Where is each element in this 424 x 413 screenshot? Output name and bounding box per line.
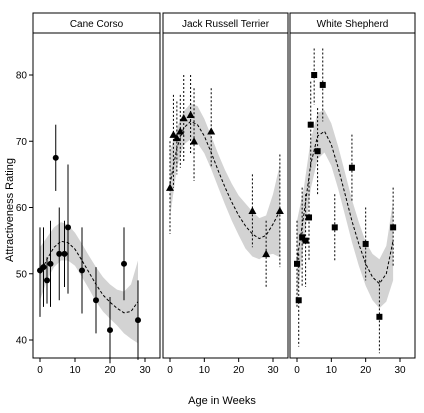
x-tick-label: 0 (37, 365, 43, 376)
x-tick-label: 30 (267, 365, 279, 376)
data-point (299, 234, 306, 241)
data-point (93, 297, 99, 304)
y-tick-label: 70 (16, 137, 28, 148)
data-point (319, 81, 326, 88)
x-tick-label: 20 (360, 365, 372, 376)
data-point (40, 264, 47, 271)
x-tick-label: 10 (69, 365, 81, 376)
y-axis-label: Attractiveness Rating (4, 158, 16, 262)
data-point (348, 164, 355, 171)
data-point (61, 250, 68, 257)
data-point (166, 183, 174, 191)
fit-curve (296, 130, 394, 285)
y-tick-label: 80 (16, 71, 28, 82)
data-point (376, 313, 383, 320)
data-point (44, 277, 50, 284)
data-point (190, 137, 199, 145)
facet-title: Cane Corso (70, 19, 124, 30)
data-point (107, 327, 113, 334)
facet-title: Jack Russell Terrier (182, 19, 270, 30)
x-tick-label: 0 (294, 365, 300, 376)
x-tick-label: 30 (394, 365, 406, 376)
data-point (176, 127, 185, 135)
data-point (186, 110, 195, 118)
data-point (314, 148, 321, 155)
y-tick-label: 40 (16, 336, 28, 347)
data-point (47, 260, 54, 267)
confidence-band (297, 110, 394, 309)
x-tick-label: 10 (326, 365, 338, 376)
data-point (306, 214, 313, 221)
x-tick-label: 30 (139, 365, 151, 376)
data-point (295, 297, 302, 304)
y-tick-label: 60 (16, 203, 28, 214)
data-point (307, 121, 314, 128)
facet-panel: Jack Russell Terrier 0 10 20 30 (162, 12, 289, 376)
data-point (262, 249, 271, 258)
data-point (207, 127, 216, 135)
data-point (121, 260, 127, 267)
data-point (362, 240, 369, 247)
data-point (248, 206, 257, 215)
facet-panel: White Shepherd 0 10 20 30 (289, 12, 416, 376)
data-point (172, 133, 181, 142)
data-point (331, 224, 338, 231)
data-point (390, 224, 397, 231)
x-tick-label: 10 (199, 365, 211, 376)
x-tick-label: 20 (104, 365, 116, 376)
x-tick-label: 0 (167, 365, 173, 376)
data-point (275, 206, 284, 215)
facet-panel: Cane Corso 0 10 20 30 (32, 12, 161, 376)
data-point (56, 250, 63, 257)
data-point (65, 224, 71, 231)
facet-title: White Shepherd (317, 19, 389, 30)
data-point (179, 114, 188, 122)
data-point (135, 317, 141, 324)
data-point (294, 260, 300, 267)
data-point (169, 130, 178, 138)
x-axis-label: Age in Weeks (188, 395, 256, 407)
data-point (52, 154, 59, 161)
data-point (302, 237, 309, 244)
data-point (79, 267, 85, 274)
x-tick-label: 20 (233, 365, 245, 376)
data-point (311, 72, 318, 78)
y-tick-label: 50 (16, 269, 28, 280)
